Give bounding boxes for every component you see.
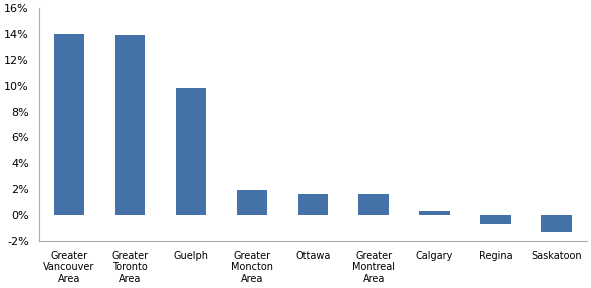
Bar <box>420 211 450 215</box>
Bar <box>54 34 85 215</box>
Bar <box>480 215 511 224</box>
Bar <box>297 194 328 215</box>
Bar <box>541 215 571 232</box>
Bar <box>115 35 145 215</box>
Bar <box>176 88 206 215</box>
Bar <box>236 190 267 215</box>
Bar <box>358 194 389 215</box>
